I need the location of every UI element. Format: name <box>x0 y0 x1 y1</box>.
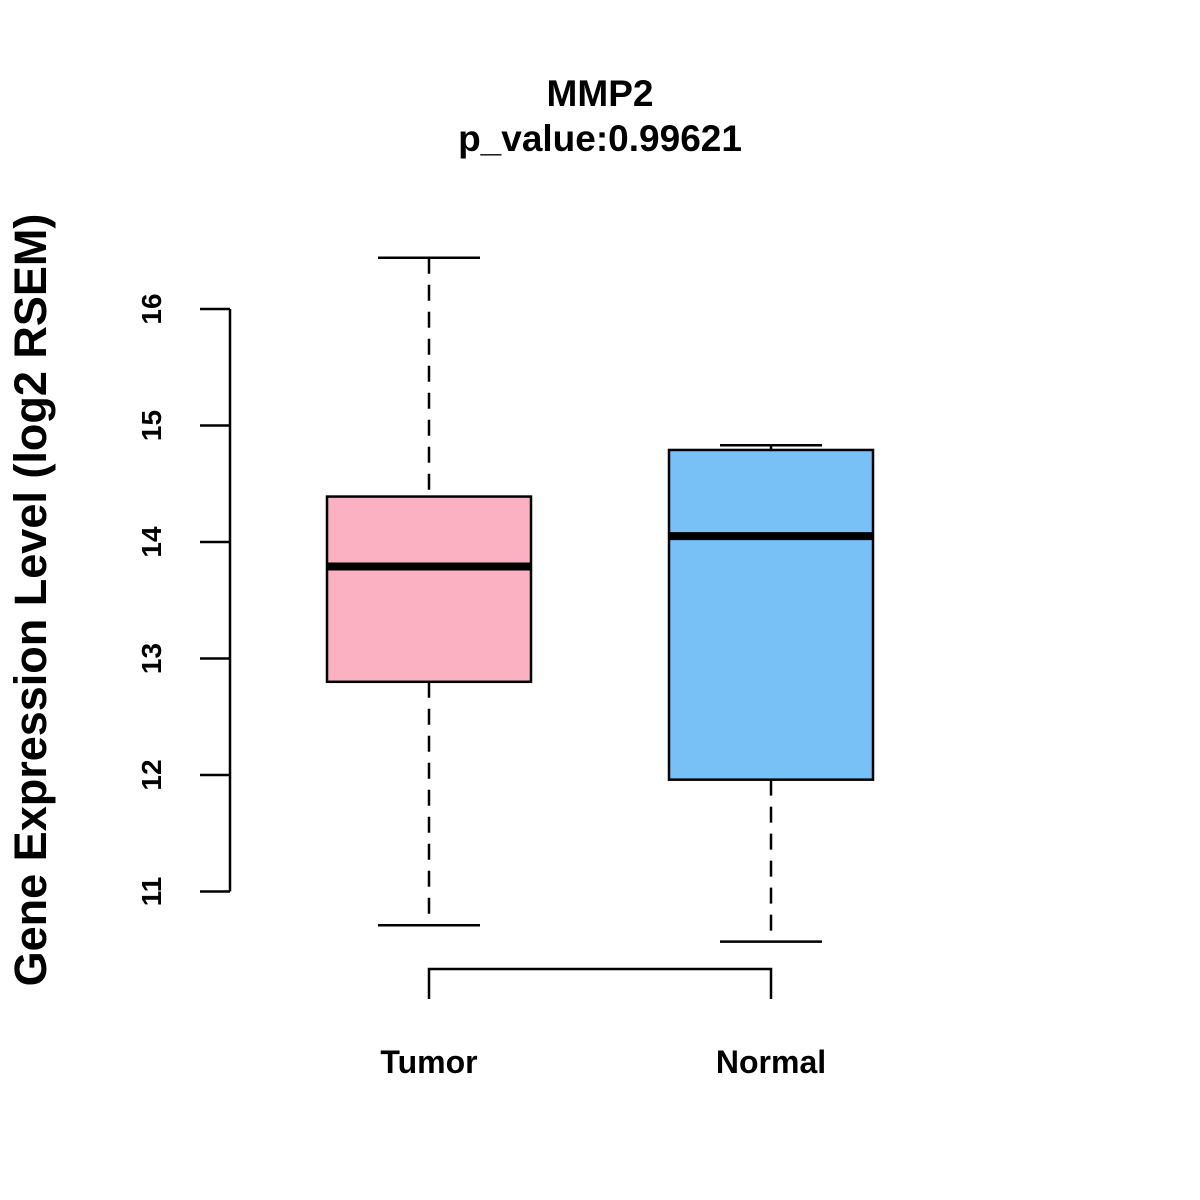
y-tick-label: 15 <box>136 410 167 441</box>
box-tumor <box>325 256 533 927</box>
bracket-line <box>427 967 773 999</box>
y-axis: 11 12 13 14 15 16 <box>136 293 232 907</box>
y-tick-label: 14 <box>136 526 167 558</box>
box-normal <box>667 444 875 943</box>
chart-subtitle: p_value:0.99621 <box>458 118 742 159</box>
chart-title: MMP2 <box>547 73 654 114</box>
boxes <box>325 256 875 943</box>
y-tick-label: 13 <box>136 643 167 674</box>
iqr-box <box>667 448 875 781</box>
y-tick-label: 11 <box>136 877 167 907</box>
x-category-label: Normal <box>716 1044 826 1080</box>
x-category-label: Tumor <box>380 1044 477 1080</box>
y-tick-label: 12 <box>136 759 167 790</box>
iqr-box <box>325 495 533 684</box>
comparison-bracket <box>427 967 773 999</box>
y-axis-label: Gene Expression Level (log2 RSEM) <box>5 214 56 987</box>
x-axis-category-labels: Tumor Normal <box>380 1044 826 1080</box>
y-tick-label: 16 <box>136 293 167 324</box>
